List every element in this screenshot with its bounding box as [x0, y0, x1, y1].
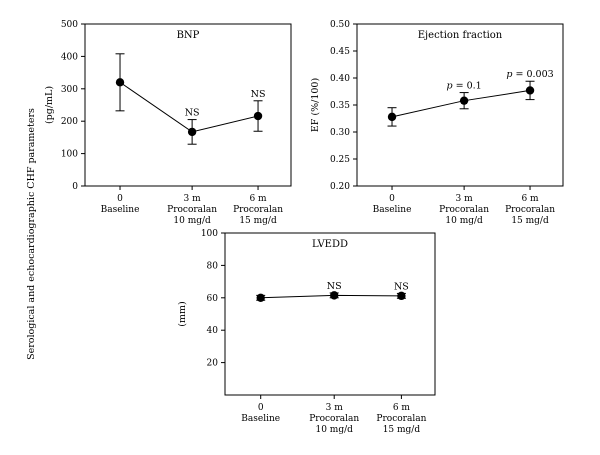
shared-y-axis-label: Serological and echocardiographic CHF pa… — [26, 108, 37, 360]
ejection-fraction-y-tick-label: 0.45 — [330, 47, 350, 57]
ejection-fraction-y-axis-label: EF (%/100) — [310, 78, 321, 132]
bnp-x-tick-label: Baseline — [101, 205, 140, 215]
lvedd-x-tick-label: 10 mg/d — [315, 425, 353, 435]
bnp-y-tick-label: 200 — [61, 117, 78, 127]
bnp-data-point — [187, 127, 197, 137]
bnp-annotation-part: NS — [251, 89, 266, 100]
ejection-fraction-title: Ejection fraction — [418, 30, 503, 41]
ejection-fraction-plot-frame — [356, 23, 564, 187]
bnp-data-point — [253, 111, 263, 121]
lvedd-annotation: NS — [327, 281, 342, 292]
lvedd-title: LVEDD — [312, 239, 348, 250]
bnp-y-tick-label: 300 — [61, 85, 78, 95]
lvedd-y-tick-label: 60 — [207, 294, 219, 304]
ejection-fraction-x-tick-label: Baseline — [373, 205, 412, 215]
bnp-x-tick-label: 0 — [117, 194, 123, 204]
ejection-fraction-x-tick-label: 0 — [389, 194, 395, 204]
bnp-x-tick-label: 6 m — [249, 194, 267, 204]
bnp-x-tick-label: 10 mg/d — [173, 216, 211, 226]
lvedd-y-tick-label: 40 — [207, 326, 219, 336]
ejection-fraction-y-tick-label: 0.35 — [330, 101, 350, 111]
bnp-y-tick-label: 400 — [61, 52, 78, 62]
lvedd-x-tick-label: 15 mg/d — [383, 425, 421, 435]
lvedd-annotation-part: NS — [327, 281, 342, 292]
ejection-fraction-x-tick-label: 3 m — [456, 194, 474, 204]
ejection-fraction-y-tick-label: 0.20 — [330, 182, 350, 192]
lvedd-x-tick-label: Procoralan — [309, 414, 359, 424]
lvedd-x-tick-label: 6 m — [393, 403, 411, 413]
lvedd-y-tick-label: 100 — [201, 229, 218, 239]
ejection-fraction-y-tick-label: 0.25 — [330, 155, 350, 165]
bnp-y-tick-label: 0 — [72, 182, 78, 192]
lvedd-x-tick-label: 3 m — [326, 403, 344, 413]
lvedd-x-tick-label: Procoralan — [376, 414, 426, 424]
bnp-y-axis-label: (pg/mL) — [44, 86, 55, 124]
ejection-fraction-x-tick-label: Procoralan — [439, 205, 489, 215]
lvedd-plot-frame — [224, 232, 436, 396]
ejection-fraction-x-tick-label: Procoralan — [505, 205, 555, 215]
bnp-data-point — [115, 78, 125, 87]
lvedd-data-point — [397, 291, 406, 301]
lvedd-y-axis-label: (mm) — [177, 301, 188, 326]
ejection-fraction-annotation-part: = 0.003 — [512, 69, 553, 80]
ejection-fraction-x-tick-label: 10 mg/d — [445, 216, 483, 226]
lvedd-x-tick-label: 0 — [258, 403, 264, 413]
bnp-y-tick-label: 100 — [61, 150, 78, 160]
bnp-x-tick-label: 15 mg/d — [239, 216, 277, 226]
ejection-fraction-series-line — [391, 89, 531, 118]
ejection-fraction-annotation-part: p — [447, 81, 453, 92]
ejection-fraction-panel: Ejection fraction EF (%/100) 0.20 0.25 0.30 0… — [310, 20, 564, 226]
bnp-title: BNP — [177, 30, 200, 41]
lvedd-x-tick-label: Baseline — [241, 414, 280, 424]
lvedd-data-point — [330, 291, 339, 300]
lvedd-data-point — [256, 293, 265, 302]
ejection-fraction-y-tick-label: 0.30 — [330, 128, 350, 138]
bnp-x-tick-label: Procoralan — [167, 205, 217, 215]
lvedd-y-tick-label: 20 — [207, 359, 219, 369]
ejection-fraction-x-tick-label: 15 mg/d — [511, 216, 549, 226]
ejection-fraction-annotation: p = 0.003 — [506, 69, 553, 80]
bnp-y-tick-label: 500 — [61, 20, 78, 30]
bnp-annotation: NS — [251, 89, 266, 100]
ejection-fraction-data-point — [459, 96, 469, 105]
bnp-x-tick-label: 3 m — [184, 194, 202, 204]
bnp-annotation-part: NS — [185, 108, 200, 119]
ejection-fraction-data-point — [387, 112, 397, 122]
ejection-fraction-y-tick-label: 0.40 — [330, 74, 350, 84]
ejection-fraction-annotation: p = 0.1 — [447, 81, 482, 92]
lvedd-annotation-part: NS — [394, 281, 409, 292]
bnp-plot-frame — [84, 23, 292, 187]
ejection-fraction-y-tick-label: 0.50 — [330, 20, 350, 30]
ejection-fraction-x-tick-label: 6 m — [521, 194, 539, 204]
ejection-fraction-annotation-part: p — [506, 69, 512, 80]
ejection-fraction-annotation-part: = 0.1 — [453, 81, 482, 92]
lvedd-y-tick-label: 80 — [207, 261, 219, 271]
lvedd-annotation: NS — [394, 281, 409, 292]
bnp-x-tick-label: Procoralan — [233, 205, 283, 215]
bnp-annotation: NS — [185, 108, 200, 119]
ejection-fraction-data-point — [525, 86, 535, 95]
